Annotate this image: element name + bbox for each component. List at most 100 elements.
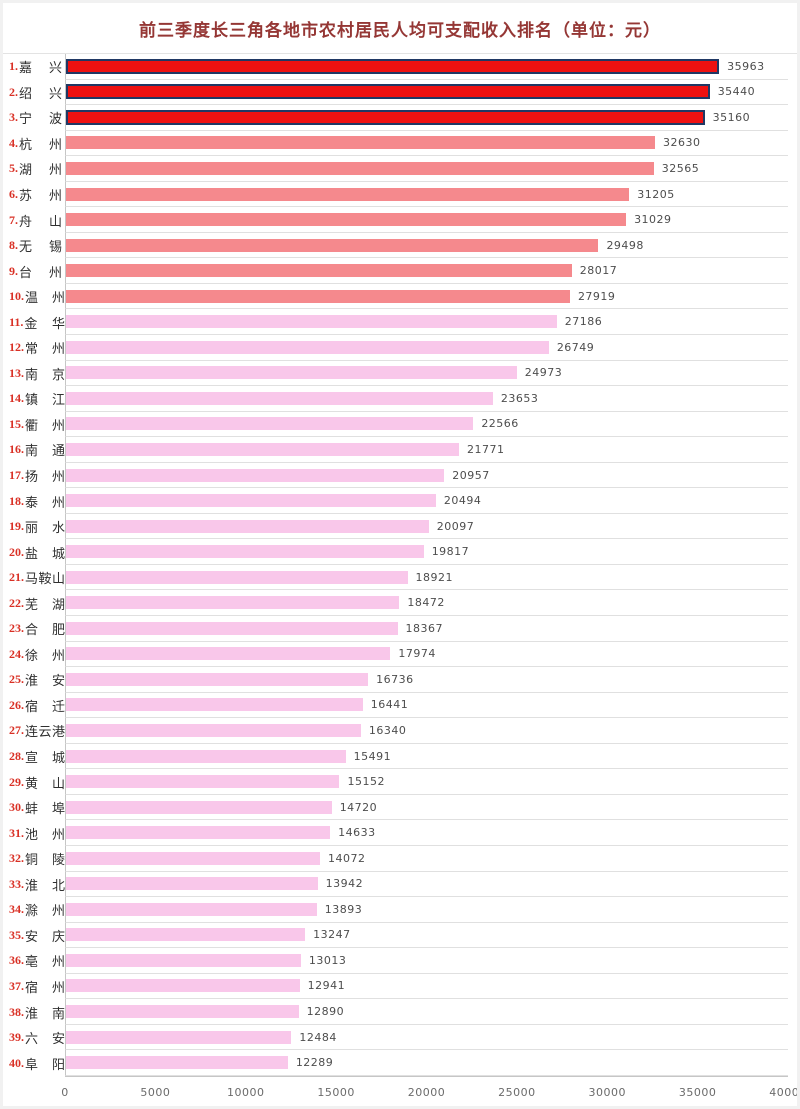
rank-number: 30. <box>9 800 24 815</box>
bar-track: 16441 <box>65 692 788 719</box>
income-bar <box>66 826 331 840</box>
rank-number: 11. <box>9 314 24 329</box>
value-label: 14633 <box>338 826 376 840</box>
category-label: 12. 常州 <box>3 335 65 361</box>
table-row: 35. 安庆 13247 <box>3 922 797 949</box>
bar-track: 32565 <box>65 156 788 182</box>
rank-number: 28. <box>9 749 24 764</box>
category-label: 35. 安庆 <box>3 923 65 949</box>
city-name: 宿迁 <box>25 698 65 714</box>
category-label: 10. 温州 <box>3 284 65 310</box>
bar-track: 22566 <box>65 411 788 438</box>
category-label: 34. 滁州 <box>3 897 65 923</box>
city-name: 淮北 <box>25 877 65 893</box>
rank-number: 17. <box>9 468 24 483</box>
city-name: 扬州 <box>25 469 65 485</box>
value-label: 13942 <box>325 877 364 891</box>
category-label: 21. 马鞍山 <box>3 565 65 591</box>
table-row: 28. 宣城 15491 <box>3 743 797 770</box>
income-bar <box>66 417 474 431</box>
rank-number: 2. <box>9 84 18 99</box>
city-name: 绍兴 <box>19 85 62 101</box>
city-name: 宁波 <box>19 111 62 127</box>
city-name: 金华 <box>24 315 65 331</box>
rank-number: 10. <box>9 289 24 304</box>
value-label: 31029 <box>634 213 672 227</box>
table-row: 31. 池州 14633 <box>3 820 797 846</box>
bar-track: 20494 <box>65 488 788 514</box>
rank-number: 38. <box>9 1004 24 1019</box>
income-bar <box>66 213 627 227</box>
value-label: 13893 <box>324 902 363 916</box>
chart-title: 前三季度长三角各地市农村居民人均可支配收入排名（单位：元） <box>139 20 661 40</box>
category-label: 11. 金华 <box>3 309 65 335</box>
city-name: 滁州 <box>25 903 65 919</box>
value-label: 12941 <box>307 979 346 993</box>
rank-number: 6. <box>9 187 18 201</box>
bar-track: 12890 <box>65 999 788 1025</box>
rank-number: 19. <box>9 519 24 534</box>
title-area: 前三季度长三角各地市农村居民人均可支配收入排名（单位：元） <box>3 3 797 53</box>
city-name: 蚌埠 <box>25 801 65 817</box>
value-label: 32630 <box>662 136 701 150</box>
table-row: 32. 铜陵 14072 <box>3 845 797 872</box>
bar-track: 29498 <box>65 232 788 259</box>
category-label: 33. 淮北 <box>3 872 65 898</box>
income-bar <box>66 187 630 201</box>
value-label: 12289 <box>295 1056 334 1070</box>
income-bar <box>66 58 720 74</box>
value-label: 20957 <box>452 468 490 482</box>
bar-track: 16340 <box>65 718 788 744</box>
x-axis: 0 5000 10000 15000 20000 25000 30000 35000 40000 <box>61 1075 797 1106</box>
bar-track: 31205 <box>65 181 788 208</box>
value-label: 14720 <box>339 800 378 814</box>
rank-number: 1. <box>9 59 18 74</box>
bar-rows-container: 1. 嘉兴 35963 2. 绍兴 35440 3. 宁波 35160 4. 杭州 32630 5. 湖州… <box>3 53 797 1076</box>
income-bar <box>66 672 369 686</box>
city-name: 苏州 <box>19 188 62 203</box>
income-bar <box>66 545 424 559</box>
bar-track: 31029 <box>65 207 788 233</box>
table-row: 30. 蚌埠 14720 <box>3 794 797 821</box>
table-row: 16. 南通 21771 <box>3 437 797 463</box>
x-axis-tick-label: 30000 <box>588 1085 626 1099</box>
rank-number: 23. <box>9 621 24 636</box>
value-label: 24973 <box>524 366 563 380</box>
category-label: 9. 台州 <box>3 258 65 284</box>
rank-number: 15. <box>9 416 24 431</box>
rank-number: 12. <box>9 340 24 355</box>
city-name: 舟山 <box>19 213 62 229</box>
bar-track: 14633 <box>65 820 788 846</box>
category-label: 7. 舟山 <box>3 207 65 233</box>
city-name: 铜陵 <box>25 852 65 868</box>
value-label: 23653 <box>500 391 539 405</box>
rank-number: 29. <box>9 774 24 789</box>
table-row: 36. 亳州 13013 <box>3 948 797 974</box>
city-name: 淮南 <box>25 1005 65 1021</box>
table-row: 12. 常州 26749 <box>3 335 797 361</box>
bar-track: 20097 <box>65 513 788 540</box>
income-bar <box>66 979 300 993</box>
income-bar <box>66 109 705 125</box>
bar-track: 13013 <box>65 948 788 974</box>
rank-number: 26. <box>9 697 24 712</box>
table-row: 33. 淮北 13942 <box>3 871 797 898</box>
value-label: 32565 <box>661 161 700 175</box>
category-label: 15. 衢州 <box>3 412 65 438</box>
x-axis-tick-label: 25000 <box>498 1085 536 1099</box>
rank-number: 24. <box>9 646 24 661</box>
rank-number: 16. <box>9 442 24 457</box>
table-row: 24. 徐州 17974 <box>3 641 797 668</box>
table-row: 27. 连云港 16340 <box>3 718 797 744</box>
value-label: 13013 <box>308 953 347 967</box>
bar-track: 35160 <box>65 105 788 131</box>
city-name: 南通 <box>25 443 65 459</box>
category-label: 38. 淮南 <box>3 999 65 1025</box>
x-axis-tick-label: 40000 <box>769 1085 800 1099</box>
income-bar <box>66 366 517 380</box>
bar-track: 27919 <box>65 283 788 310</box>
income-bar <box>66 391 493 405</box>
bar-track: 18921 <box>65 564 788 591</box>
rank-number: 7. <box>9 212 18 227</box>
rank-number: 18. <box>9 493 24 508</box>
